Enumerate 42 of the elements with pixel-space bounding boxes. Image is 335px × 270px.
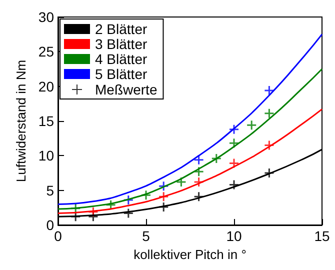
point xyxy=(228,124,240,135)
legend-label: Meßwerte xyxy=(95,82,158,98)
point xyxy=(264,85,274,96)
point xyxy=(140,190,152,200)
point xyxy=(211,153,222,164)
x-tick-label: 10 xyxy=(226,228,242,244)
point xyxy=(123,194,134,206)
point xyxy=(88,206,98,218)
x-tick-label: 15 xyxy=(314,228,330,244)
x-axis-title: kollektiver Pitch in ° xyxy=(134,246,246,262)
point xyxy=(194,166,204,177)
y-tick-label: 15 xyxy=(38,113,54,129)
point xyxy=(264,168,274,178)
y-tick-label: 10 xyxy=(38,148,54,164)
y-tick-label: 0 xyxy=(46,217,54,233)
line-series xyxy=(57,108,323,214)
line-series xyxy=(57,34,323,205)
point xyxy=(194,176,204,188)
legend-label: 5 Blätter xyxy=(95,66,148,82)
line-series xyxy=(57,68,323,210)
point xyxy=(158,191,169,202)
point xyxy=(228,180,240,190)
legend-label: 3 Blätter xyxy=(95,36,148,52)
point xyxy=(246,120,257,130)
point xyxy=(264,140,274,151)
point xyxy=(176,176,186,188)
y-axis-title: Luftwiderstand in Nm xyxy=(14,60,29,182)
x-tick-label: 5 xyxy=(142,228,150,244)
y-tick-label: 25 xyxy=(38,44,54,60)
legend-label: 2 Blätter xyxy=(95,21,148,37)
point xyxy=(158,202,169,212)
y-tick-label: 30 xyxy=(38,9,54,25)
y-tick-label: 20 xyxy=(38,78,54,94)
point xyxy=(158,180,169,192)
point xyxy=(194,191,204,202)
point xyxy=(264,108,274,119)
point xyxy=(228,158,240,169)
y-tick-label: 5 xyxy=(46,182,54,198)
point xyxy=(228,138,240,148)
legend-label: 4 Blätter xyxy=(95,51,148,67)
point xyxy=(194,154,204,166)
point xyxy=(123,208,134,218)
